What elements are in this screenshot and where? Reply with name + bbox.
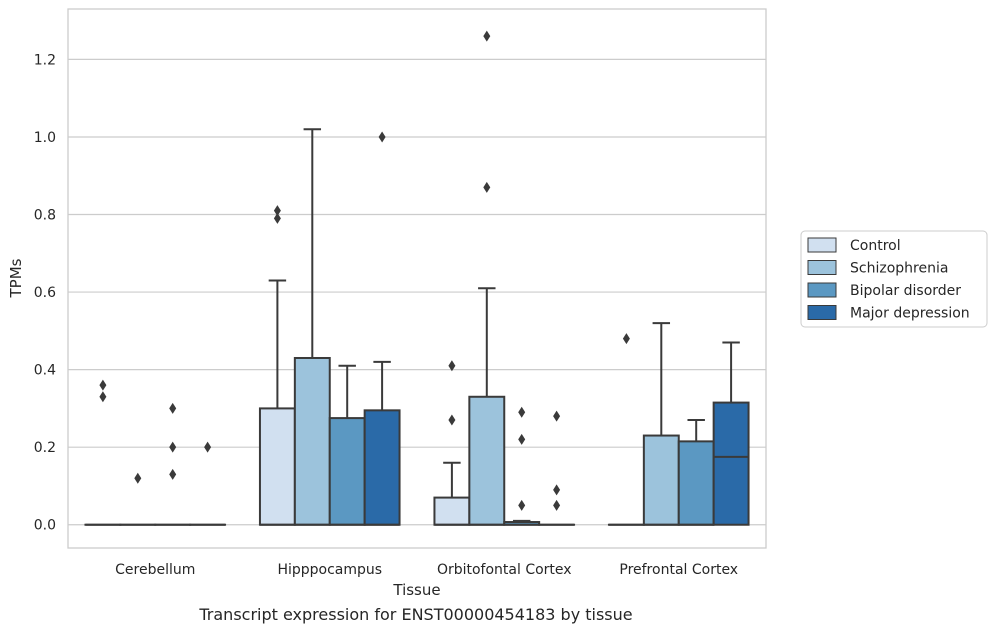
box-groups — [84, 30, 750, 526]
outlier-point — [518, 499, 526, 511]
legend-label: Schizophrenia — [850, 261, 948, 277]
outlier-point — [204, 441, 212, 453]
outlier-point — [518, 406, 526, 418]
x-axis-label: Tissue — [392, 581, 440, 599]
x-tick-label: Cerebellum — [115, 562, 195, 578]
box-body — [293, 356, 331, 526]
box-major-depression — [363, 131, 401, 526]
box-body — [433, 496, 471, 526]
figure-caption: Transcript expression for ENST0000045418… — [199, 605, 633, 624]
outlier-point — [169, 441, 177, 453]
y-tick-label: 0.0 — [34, 518, 56, 534]
y-tick-label: 1.2 — [34, 52, 56, 68]
box-body — [363, 409, 401, 526]
box-schizophrenia — [293, 128, 331, 526]
plot-frame — [67, 8, 767, 549]
box-bipolar-disorder — [328, 364, 366, 526]
outlier-point — [273, 212, 281, 224]
box-control — [84, 379, 122, 526]
legend-swatch — [807, 260, 837, 275]
outlier-point — [169, 402, 177, 414]
box-major-depression — [712, 341, 750, 526]
box-body — [468, 395, 506, 526]
y-tick-label: 1.0 — [34, 130, 56, 146]
box-major-depression — [538, 410, 576, 526]
box-major-depression — [189, 441, 227, 526]
outlier-point — [553, 484, 561, 496]
outlier-point — [378, 131, 386, 143]
outlier-point — [273, 205, 281, 217]
legend-swatch — [807, 282, 837, 298]
box-bipolar-disorder — [503, 406, 541, 526]
legend-frame — [800, 230, 988, 328]
outlier-point — [518, 433, 526, 445]
y-tick-label: 0.2 — [34, 440, 56, 456]
box-body — [642, 434, 680, 526]
outlier-point — [553, 499, 561, 511]
outlier-point — [99, 391, 107, 403]
legend-label: Control — [850, 238, 901, 254]
y-tick-labels: 0.0 0.2 0.4 0.6 0.8 1.0 1.2 — [34, 52, 56, 533]
y-axis-label: TPMs — [7, 258, 25, 298]
box-schizophrenia — [468, 30, 506, 526]
box-control — [433, 360, 471, 526]
legend-label: Major depression — [850, 306, 970, 322]
x-tick-label: Hipppocampus — [277, 562, 382, 578]
y-tick-label: 0.6 — [34, 285, 56, 301]
legend-swatch — [807, 305, 837, 320]
box-body — [258, 407, 296, 526]
outlier-point — [448, 360, 456, 372]
outlier-point — [483, 30, 491, 42]
outlier-point — [448, 414, 456, 426]
y-tick-label: 0.8 — [34, 208, 56, 224]
outlier-point — [553, 410, 561, 422]
outlier-point — [483, 181, 491, 193]
legend-swatch — [807, 237, 837, 253]
outlier-point — [99, 379, 107, 391]
box-body — [328, 417, 366, 526]
x-tick-label: Orbitofontal Cortex — [437, 562, 572, 578]
outlier-point — [622, 333, 630, 345]
y-tick-label: 0.4 — [34, 363, 56, 379]
x-tick-labels: Cerebellum Hipppocampus Orbitofontal Corte… — [115, 562, 738, 578]
x-tick-label: Prefrontal Cortex — [619, 562, 738, 578]
box-schizophrenia — [642, 322, 680, 526]
box-body — [712, 401, 750, 526]
legend-label: Bipolar disorder — [850, 283, 961, 299]
legend: Control Schizophrenia Bipolar disorder Majo… — [800, 230, 988, 328]
box-body — [677, 440, 715, 526]
outlier-point — [134, 472, 142, 484]
outlier-point — [169, 468, 177, 480]
